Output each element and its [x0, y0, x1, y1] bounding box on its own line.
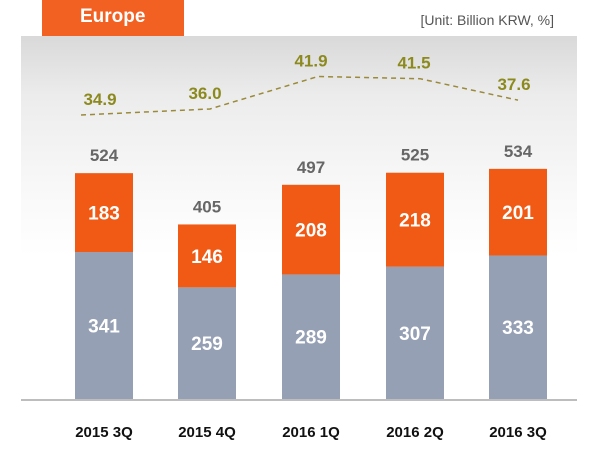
data-label-lower: 289 [295, 328, 327, 349]
total-label: 524 [90, 146, 119, 165]
total-label: 525 [401, 146, 429, 165]
bar-segment-lower [489, 255, 547, 399]
ratio-label: 41.5 [397, 54, 430, 73]
bar-segment-upper [282, 184, 340, 275]
unit-note: [Unit: Billion KRW, %] [420, 12, 554, 28]
total-label: 497 [297, 158, 325, 177]
region-tab[interactable]: Europe [42, 0, 184, 36]
data-label-upper: 183 [88, 204, 120, 225]
total-label: 534 [504, 142, 533, 161]
x-tick-label: 2016 1Q [282, 424, 340, 441]
bar-segment-upper [75, 173, 133, 253]
data-label-upper: 146 [191, 247, 223, 268]
ratio-label: 37.6 [497, 75, 530, 94]
x-tick-label: 2016 2Q [386, 424, 444, 441]
bar-segment-lower [386, 266, 444, 399]
bar-segment-upper [489, 168, 547, 256]
ratio-line [80, 75, 519, 116]
total-label: 405 [193, 197, 221, 216]
data-label-lower: 333 [502, 318, 534, 339]
ratio-label: 36.0 [188, 84, 221, 103]
ratio-label: 34.9 [83, 90, 116, 109]
x-tick-label: 2015 4Q [178, 424, 236, 441]
data-label-lower: 307 [399, 324, 431, 345]
baseline [21, 399, 577, 401]
data-label-upper: 208 [295, 221, 327, 242]
data-label-lower: 341 [88, 317, 120, 338]
data-label-upper: 218 [399, 211, 431, 232]
data-label-lower: 259 [191, 334, 223, 355]
bar-segment-lower [178, 287, 236, 399]
data-label-upper: 201 [502, 203, 534, 224]
bar-segment-upper [386, 172, 444, 267]
bar-segment-lower [75, 252, 133, 399]
bar-segment-upper [178, 224, 236, 288]
x-tick-label: 2016 3Q [489, 424, 547, 441]
bar-segment-lower [282, 274, 340, 399]
x-tick-label: 2015 3Q [75, 424, 133, 441]
ratio-label: 41.9 [294, 52, 327, 71]
